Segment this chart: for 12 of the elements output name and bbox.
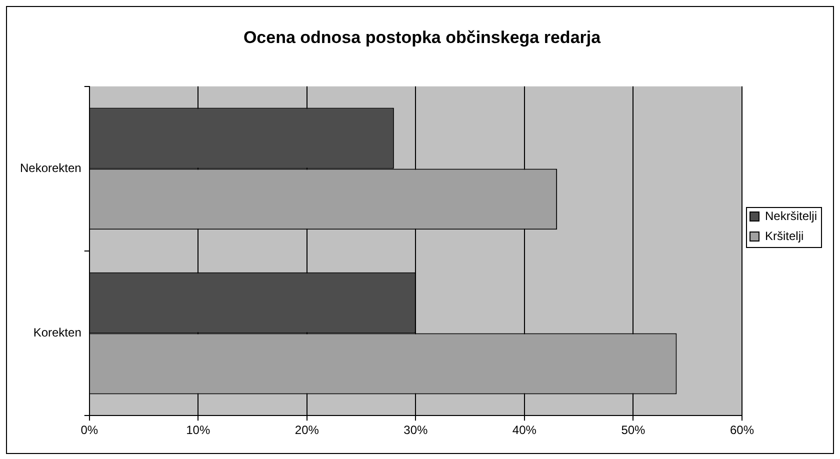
x-tick-label: 40% — [512, 423, 537, 438]
x-tick-label: 20% — [294, 423, 320, 438]
legend-label: Nekršitelji — [764, 208, 818, 223]
legend-label: Kršitelji — [764, 228, 804, 243]
x-tick-label: 50% — [621, 423, 646, 438]
y-tick-label: Korekten — [33, 326, 82, 340]
x-tick-label: 60% — [730, 423, 754, 438]
chart-title: Ocena odnosa postopka občinskega redarja — [243, 28, 602, 47]
x-tick-label: 10% — [186, 423, 210, 438]
y-tick-label: Nekorekten — [20, 161, 82, 176]
x-tick-label: 30% — [404, 423, 428, 438]
x-tick-label: 0% — [80, 423, 98, 438]
